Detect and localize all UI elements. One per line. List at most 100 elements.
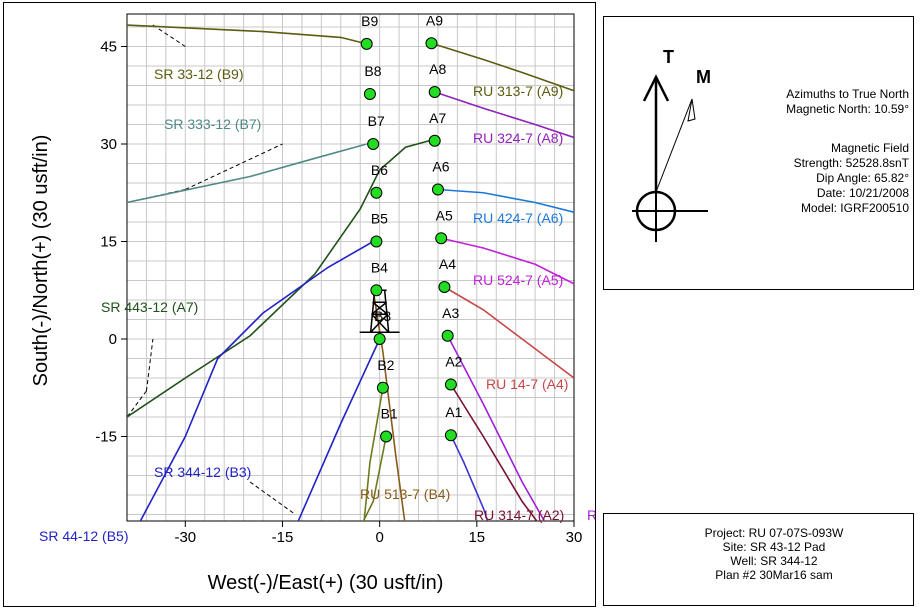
series-line: [441, 237, 574, 285]
x-axis-label: West(-)/East(+) (30 usft/in): [208, 572, 444, 594]
leader-line: [145, 338, 154, 392]
well-marker: [425, 37, 438, 50]
series-line: [139, 240, 374, 521]
well-marker: [428, 86, 441, 98]
series-label: RU 424-7 (A6): [473, 210, 563, 226]
well-label: A6: [432, 159, 449, 175]
site-label: Site: SR 43-12 Pad: [722, 540, 826, 554]
well-label: B7: [368, 113, 385, 129]
north-arrow-panel: T M Azimuths to True North Magnetic Nort…: [603, 16, 914, 290]
well-marker: [444, 378, 457, 391]
field-date: Date: 10/21/2008: [816, 186, 909, 200]
series-line: [446, 335, 546, 521]
series-line: [127, 143, 367, 204]
leader-line: [127, 390, 147, 418]
well-label: Well: SR 344-12: [730, 554, 818, 568]
series-line: [437, 188, 574, 214]
well-marker: [370, 284, 383, 297]
plot-content: B9 B8 B7 B6 B5 B4 B3 B2 B1 A9 A8 A7 A6 A5 A4 A3 A2 A1: [127, 12, 574, 521]
well-label: A1: [445, 404, 462, 420]
well-label: A8: [429, 61, 446, 77]
series-label: RU 314-7 (A2): [474, 507, 564, 523]
x-tick-label: 15: [468, 529, 485, 546]
field-title: Magnetic Field: [830, 141, 909, 155]
magnetic-north-label: M: [696, 67, 711, 87]
well-label: A2: [445, 354, 462, 370]
well-info-panel: Project: RU 07-07S-093W Site: SR 43-12 P…: [603, 513, 914, 606]
well-marker: [367, 138, 380, 150]
series-line: [363, 387, 384, 521]
series-line: [127, 139, 432, 418]
well-label: A5: [436, 207, 453, 223]
series-label: SR 33-12 (B9): [154, 66, 243, 82]
well-marker: [438, 281, 451, 293]
well-label: B6: [371, 162, 388, 178]
x-tick-label: 0: [375, 529, 383, 546]
series-line: [127, 24, 367, 45]
series-line: [431, 42, 574, 92]
series-line: [444, 286, 574, 379]
well-marker: [370, 235, 383, 248]
y-tick-label: -15: [95, 429, 117, 446]
series-line: [450, 434, 489, 521]
y-tick-label: 30: [100, 136, 117, 153]
well-marker: [441, 329, 454, 342]
plot-area-border: [126, 13, 575, 522]
well-label: B9: [361, 13, 378, 29]
well-label: B8: [364, 63, 381, 79]
north-arrow-icon: [632, 74, 708, 242]
well-marker: [376, 381, 389, 394]
magnetic-north-value: Magnetic North: 10.59°: [786, 102, 909, 116]
field-model: Model: IGRF200510: [800, 201, 909, 215]
well-marker: [435, 232, 448, 245]
series-label: SR 333-12 (B7): [164, 116, 261, 132]
drilling-rig-icon: [359, 289, 400, 333]
well-label: A3: [442, 305, 459, 321]
well-label: A9: [426, 12, 443, 28]
well-label: B5: [371, 211, 388, 227]
y-tick-label: 45: [100, 39, 117, 56]
series-label: SR 443-12 (A7): [101, 299, 198, 315]
well-marker: [363, 87, 376, 100]
well-marker: [428, 134, 441, 147]
project-label: Project: RU 07-07S-093W: [704, 526, 844, 540]
series-label: RU 413-7 (A3): [587, 507, 595, 523]
series-label: SR 44-12 (B5): [39, 528, 128, 544]
well-label: B1: [381, 406, 398, 422]
well-marker: [380, 430, 393, 443]
series-line: [297, 338, 381, 521]
series-label: SR 344-12 (B3): [154, 464, 251, 480]
well-label: A4: [439, 256, 456, 272]
well-label: B3: [374, 308, 391, 324]
plot-frame: -30 -15 0 15 30 -15 0 15 30 45 West(-)/East(+) (30…: [3, 2, 596, 607]
field-strength: Strength: 52528.8snT: [793, 156, 909, 170]
plan-label: Plan #2 30Mar16 sam: [715, 568, 833, 582]
series-line: [434, 91, 574, 139]
azimuth-title: Azimuths to True North: [786, 87, 909, 101]
y-tick-label: 0: [109, 331, 117, 348]
series-line: [450, 384, 538, 521]
x-tick-label: -30: [174, 529, 196, 546]
dip-angle: Dip Angle: 65.82°: [816, 171, 909, 185]
well-marker: [370, 186, 383, 199]
y-tick-label: 15: [100, 234, 117, 251]
well-marker: [373, 333, 386, 345]
well-marker: [431, 183, 444, 196]
leader-line: [185, 143, 283, 190]
well-label: B2: [377, 357, 394, 373]
x-tick-label: -15: [272, 529, 294, 546]
series-label: RU 313-7 (A9): [473, 83, 563, 99]
plan-view-chart: -30 -15 0 15 30 -15 0 15 30 45 West(-)/East(+) (30…: [30, 12, 595, 594]
well-label: B4: [371, 259, 388, 275]
series-label: RU 14-7 (A4): [486, 376, 568, 392]
series-label: RU 524-7 (A5): [473, 272, 563, 288]
true-north-label: T: [663, 47, 674, 67]
series-label: RU 324-7 (A8): [473, 130, 563, 146]
leader-line: [249, 481, 296, 515]
series-label: RU 513-7 (B4): [360, 486, 450, 502]
well-label: A7: [429, 110, 446, 126]
well-marker: [360, 37, 373, 50]
y-axis-label: South(-)/North(+) (30 usft/in): [30, 135, 52, 387]
x-tick-label: 30: [566, 529, 583, 546]
well-marker: [444, 429, 457, 442]
